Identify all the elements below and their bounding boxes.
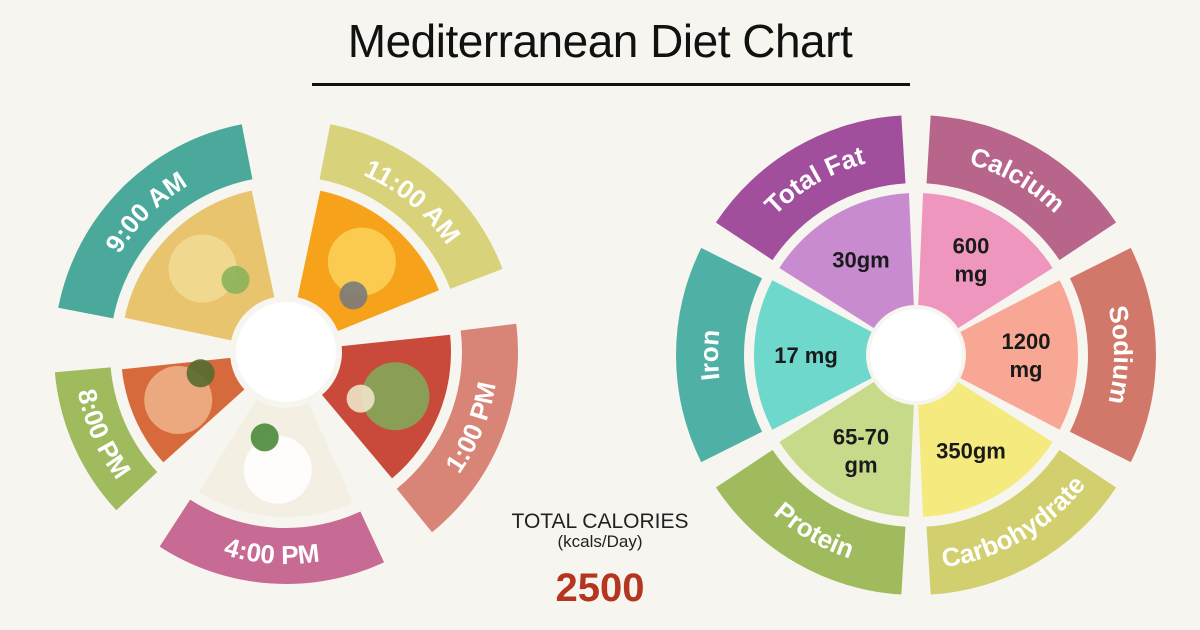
title-underline — [312, 83, 910, 86]
meal-time-wheel: 9:00 AM 11:00 AM1:00 PM4:00 PM8:00 PM — [54, 124, 518, 584]
nutrient-slice-protein — [779, 381, 914, 517]
total-calories-label: TOTAL CALORIES — [511, 510, 689, 533]
nutrient-band-calcium — [926, 115, 1117, 261]
nutrient-slice-total-fat — [779, 193, 914, 329]
tofu-cheese-icon — [198, 399, 354, 517]
nutrient-amount-label: gm — [845, 452, 878, 477]
meal-time-band-1-00-pm — [396, 323, 518, 533]
nutrient-amount-label: 65-70 — [833, 424, 889, 449]
nutrient-band-protein — [715, 449, 906, 595]
nutrient-wheel-center — [870, 309, 962, 401]
nutrient-band-iron — [676, 247, 763, 463]
salmon-icon — [121, 357, 245, 463]
nutrient-amount-label: mg — [955, 262, 988, 287]
orange-juice-icon — [297, 190, 439, 332]
total-calories-block: TOTAL CALORIES (kcals/Day) — [480, 510, 720, 552]
nutrient-slice-calcium — [918, 193, 1053, 329]
nutrient-slice-carbohydrate — [918, 381, 1053, 517]
meal-time-band-8-00-pm — [54, 367, 158, 511]
nutrient-band-total-fat — [715, 115, 906, 261]
meal-time-band-11-00-am — [319, 124, 503, 289]
meal-wheel-center — [236, 302, 336, 402]
salad-bowl-icon — [321, 334, 451, 479]
nutrient-amount-label: 350gm — [936, 438, 1006, 463]
total-calories-value: 2500 — [555, 566, 645, 610]
nutrient-name-label: Sodium — [1103, 303, 1139, 407]
meal-time-band-4-00-pm — [159, 499, 385, 584]
nutrient-wheel: Total Fat30gmCalcium600mgSodium1200mgCar… — [676, 115, 1157, 595]
nutrient-amount-label: 30gm — [832, 248, 889, 273]
nutrient-slice-iron — [754, 280, 872, 430]
nutrient-amount-label: 600 — [953, 234, 990, 259]
frittata-icon — [124, 190, 275, 341]
meal-time-band-9-00-am — [58, 124, 253, 319]
page-title: Mediterranean Diet Chart — [347, 15, 853, 67]
nutrient-amount-label: mg — [1010, 357, 1043, 382]
nutrient-slice-sodium — [960, 280, 1078, 430]
nutrient-band-sodium — [1069, 247, 1157, 463]
calories-unit-label: (kcals/Day) — [557, 532, 643, 552]
nutrient-amount-label: 17 mg — [774, 343, 838, 368]
nutrient-amount-label: 1200 — [1002, 329, 1051, 354]
nutrient-band-carbohydrate — [926, 449, 1117, 595]
